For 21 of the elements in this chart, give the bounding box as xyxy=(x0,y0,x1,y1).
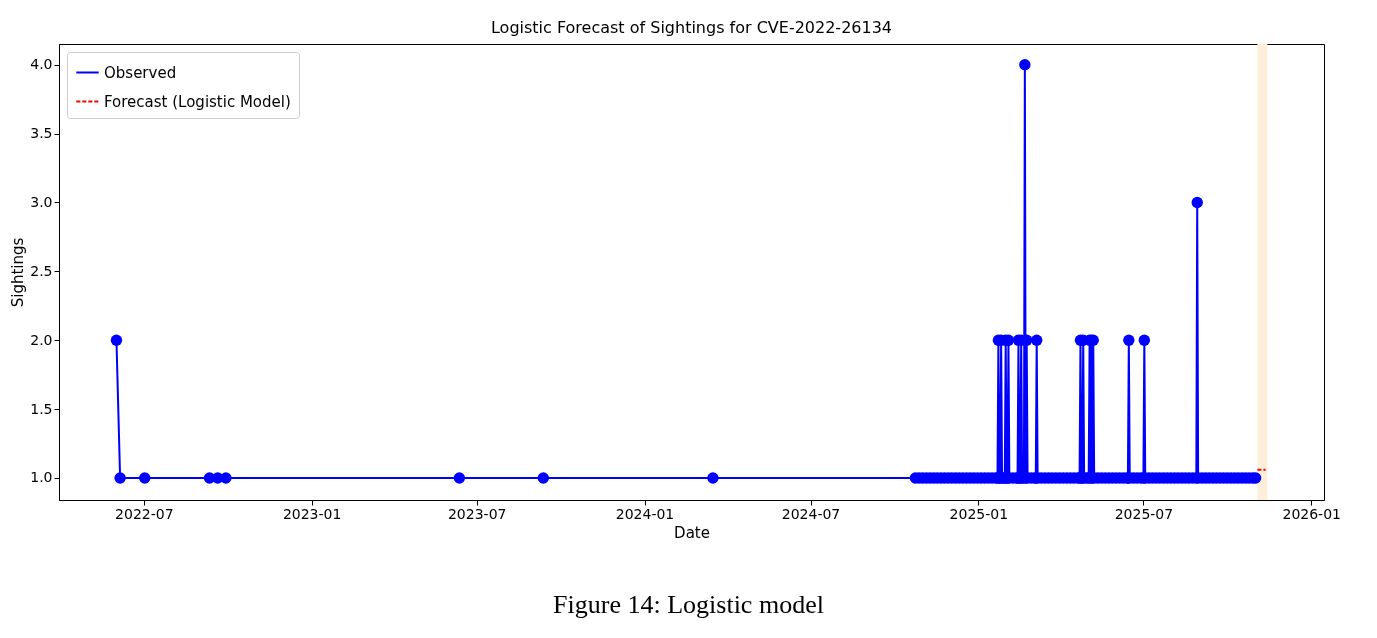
x-tick-label: 2026-01 xyxy=(1282,505,1341,522)
y-axis-title: Sightings xyxy=(9,237,28,308)
legend-label: Forecast (Logistic Model) xyxy=(104,92,291,111)
y-tick-label: 1.5 xyxy=(30,400,53,417)
y-tick-label: 2.0 xyxy=(30,331,53,348)
legend-label: Observed xyxy=(104,63,177,82)
x-tick-label: 2023-01 xyxy=(282,505,342,522)
caption: Figure 14: Logistic model xyxy=(552,590,825,620)
x-tick-label: 2022-07 xyxy=(115,505,174,522)
x-tick-label: 2025-07 xyxy=(1114,505,1174,522)
x-tick-label: 2024-07 xyxy=(781,505,841,522)
y-tick-label: 2.5 xyxy=(30,262,53,279)
y-tick-label: 3.5 xyxy=(30,125,53,142)
chart-title: Logistic Forecast of Sightings for CVE-2022-26134 xyxy=(490,18,893,37)
y-tick-label: 3.0 xyxy=(30,193,53,210)
x-tick-label: 2024-01 xyxy=(615,505,675,522)
x-tick-label: 2023-07 xyxy=(447,505,507,522)
y-tick-label: 4.0 xyxy=(30,56,53,73)
x-axis-title: Date xyxy=(674,523,710,542)
x-tick-label: 2025-01 xyxy=(949,505,1009,522)
y-tick-label: 1.0 xyxy=(30,469,53,486)
